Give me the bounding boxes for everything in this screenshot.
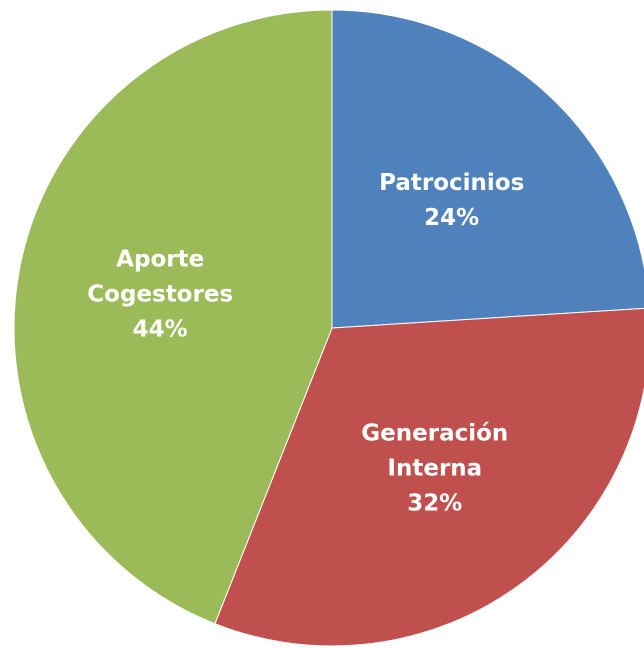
category-label: Patrocinios: [379, 169, 525, 196]
pie-slice: [214, 307, 644, 647]
category-label: Generación Interna: [361, 420, 509, 482]
value-label: 32%: [407, 490, 463, 517]
category-label: Aporte Cogestores: [87, 246, 234, 308]
slice-label: Generación Interna 32%: [361, 417, 508, 522]
slice-label: Aporte Cogestores 44%: [87, 243, 233, 348]
value-label: 24%: [424, 204, 480, 231]
pie-slice: [13, 9, 333, 625]
pie-slice: [331, 9, 644, 329]
value-label: 44%: [132, 316, 188, 343]
slice-label: Patrocinios 24%: [379, 166, 524, 236]
